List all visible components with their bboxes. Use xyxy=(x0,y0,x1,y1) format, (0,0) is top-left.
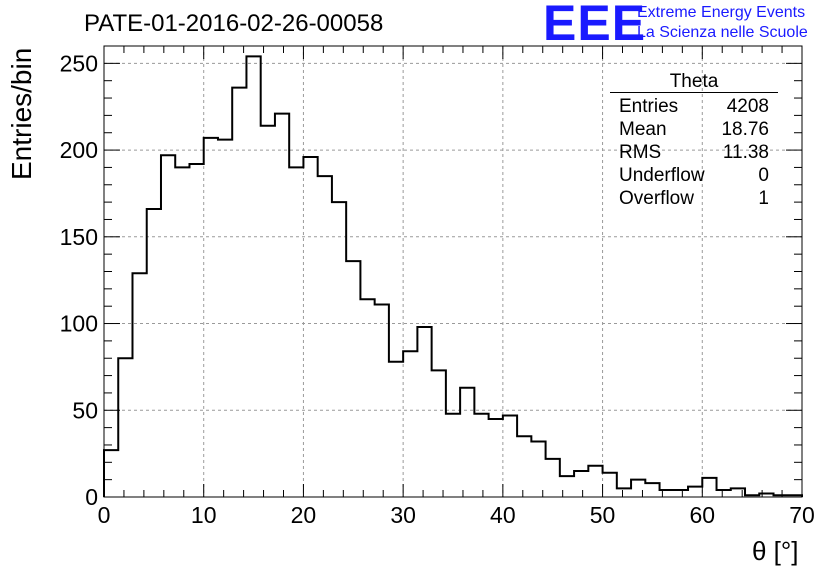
histogram-bin xyxy=(546,459,560,497)
histogram-bin xyxy=(132,273,146,497)
stat-value: 0 xyxy=(758,165,769,186)
histogram-bin xyxy=(375,304,389,497)
x-tick-label: 40 xyxy=(490,502,516,528)
histogram-bin xyxy=(717,490,731,497)
stat-label: Mean xyxy=(619,119,667,140)
histogram-bin xyxy=(517,436,531,497)
stat-label: Overflow xyxy=(619,188,694,209)
x-tick-label: 60 xyxy=(689,502,715,528)
histogram-bin xyxy=(702,478,716,497)
histogram-bin xyxy=(389,362,403,497)
x-tick-label: 50 xyxy=(590,502,616,528)
histogram-bin xyxy=(588,466,602,497)
histogram-bin xyxy=(318,176,332,497)
stat-value: 1 xyxy=(758,188,769,209)
x-tick-label: 20 xyxy=(291,502,317,528)
histogram-bin xyxy=(417,327,431,497)
histogram-bin xyxy=(360,299,374,497)
x-tick-label: 70 xyxy=(789,502,815,528)
stat-value: 18.76 xyxy=(721,119,769,140)
histogram-bin xyxy=(617,488,631,497)
histogram-bin xyxy=(303,157,317,497)
histogram-bin xyxy=(474,414,488,497)
histogram-bin xyxy=(432,370,446,497)
histogram-bin xyxy=(332,202,346,497)
histogram-bin xyxy=(603,473,617,497)
chart-title: PATE-01-2016-02-26-00058 xyxy=(84,10,384,37)
histogram-bin xyxy=(731,488,745,497)
histogram-bin xyxy=(688,487,702,497)
logo-caption-line2: La Scienza nelle Scuole xyxy=(637,24,808,41)
grid-lines xyxy=(104,46,802,497)
histogram-bin xyxy=(489,419,503,497)
histogram-bin xyxy=(104,450,118,497)
stat-value: 11.38 xyxy=(722,142,769,163)
eee-logo: EEE xyxy=(543,0,647,51)
stat-label: Entries xyxy=(619,96,679,117)
histogram-outline xyxy=(103,55,803,497)
histogram-bin xyxy=(560,476,574,497)
histogram-bin xyxy=(503,415,517,497)
stat-row-entries: Entries 4208 xyxy=(611,95,777,118)
x-tick-label: 10 xyxy=(191,502,217,528)
stats-title: Theta xyxy=(610,72,778,93)
histogram-bin xyxy=(175,167,189,497)
histogram-bin xyxy=(189,164,203,497)
histogram-bin xyxy=(674,490,688,497)
histogram-bin xyxy=(645,483,659,497)
x-axis-label: θ [°] xyxy=(752,536,799,566)
histogram-bin xyxy=(289,167,303,497)
histogram-bin xyxy=(161,155,175,497)
stat-row-rms: RMS 11.38 xyxy=(611,141,777,164)
histogram-bin xyxy=(446,414,460,497)
y-axis-label: Entries/bin xyxy=(6,47,37,180)
stat-label: Underflow xyxy=(619,165,705,186)
histogram-bin xyxy=(631,480,645,497)
x-tick-label: 30 xyxy=(390,502,416,528)
axis-ticks xyxy=(103,45,803,498)
y-tick-label: 250 xyxy=(60,50,98,76)
stat-label: RMS xyxy=(619,142,662,163)
histogram-bin xyxy=(261,126,275,497)
y-tick-label: 200 xyxy=(60,137,98,163)
y-tick-label: 150 xyxy=(60,224,98,250)
histogram-bin xyxy=(346,261,360,497)
stat-row-overflow: Overflow 1 xyxy=(611,187,777,210)
stat-row-mean: Mean 18.76 xyxy=(611,118,777,141)
histogram-bin xyxy=(147,209,161,497)
stat-value: 4208 xyxy=(726,96,769,117)
stats-box: Theta Entries 4208 Mean 18.76 RMS 11.38 … xyxy=(610,72,778,210)
histogram-bin xyxy=(275,114,289,497)
logo-caption-line1: Extreme Energy Events xyxy=(637,4,806,21)
histogram-bin xyxy=(660,490,674,497)
histogram-bars xyxy=(103,55,803,497)
histogram-bin xyxy=(204,138,218,497)
histogram-bin xyxy=(218,140,232,497)
x-tick-label: 0 xyxy=(98,502,111,528)
stat-row-underflow: Underflow 0 xyxy=(611,164,777,187)
histogram-bin xyxy=(403,351,417,497)
histogram-bin xyxy=(232,88,246,497)
histogram-bin xyxy=(531,441,545,497)
histogram-bin xyxy=(574,471,588,497)
histogram-bin xyxy=(118,358,132,497)
y-tick-label: 0 xyxy=(85,484,98,510)
histogram-bin xyxy=(460,388,474,497)
y-tick-label: 100 xyxy=(60,311,98,337)
y-tick-label: 50 xyxy=(72,397,98,423)
histogram-bin xyxy=(246,56,260,497)
